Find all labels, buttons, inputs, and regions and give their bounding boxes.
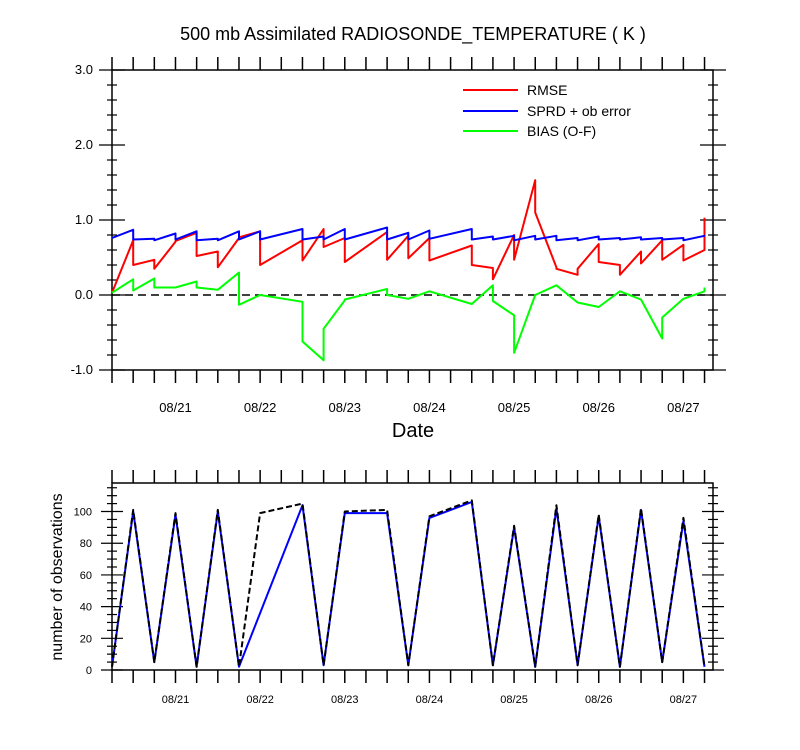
legend-label-bias: BIAS (O-F) — [527, 123, 596, 139]
x-tick-label: 08/23 — [331, 694, 359, 706]
y-tick-label: 40 — [80, 602, 92, 614]
series-line-observations-dashed — [111, 499, 706, 668]
chart-title: 500 mb Assimilated RADIOSONDE_TEMPERATUR… — [180, 24, 646, 45]
x-tick-label: 08/26 — [585, 694, 613, 706]
x-tick-label: 08/27 — [670, 694, 698, 706]
y-tick-label: 20 — [80, 633, 92, 645]
y-tick-label: 60 — [80, 570, 92, 582]
series-line-bias-o-f — [111, 271, 706, 362]
bottom-chart-panel: 08/21 08/22 08/23 08/24 08/25 08/26 08/27 0 20 40… — [74, 470, 724, 706]
x-tick-label: 08/25 — [500, 694, 528, 706]
x-tick-label: 08/21 — [159, 400, 192, 415]
top-chart-panel: 08/21 08/22 08/23 08/24 08/25 08/26 08/27 -1.0 0… — [71, 57, 726, 415]
series-line-sprd-ob-error — [111, 226, 706, 242]
legend-label-sprd: SPRD + ob error — [527, 103, 631, 119]
x-tick-label: 08/26 — [582, 400, 615, 415]
y-tick-label: -1.0 — [71, 362, 93, 377]
y-tick-label: 100 — [74, 507, 92, 519]
y-tick-label: 0.0 — [75, 287, 93, 302]
x-tick-label: 08/22 — [244, 400, 277, 415]
y-tick-label: 2.0 — [75, 137, 93, 152]
x-tick-label: 08/23 — [329, 400, 362, 415]
x-axis-label: Date — [392, 420, 434, 442]
legend: RMSE SPRD + ob error BIAS (O-F) — [463, 82, 631, 139]
x-tick-label: 08/24 — [416, 694, 444, 706]
x-tick-label: 08/27 — [667, 400, 700, 415]
y-axis-label: number of observations — [49, 493, 66, 660]
y-tick-label: 0 — [86, 665, 92, 677]
y-tick-label: 3.0 — [75, 62, 93, 77]
x-tick-label: 08/25 — [498, 400, 531, 415]
y-tick-label: 80 — [80, 538, 92, 550]
x-tick-label: 08/21 — [162, 694, 190, 706]
x-tick-label: 08/22 — [246, 694, 274, 706]
y-tick-label: 1.0 — [75, 212, 93, 227]
x-tick-label: 08/24 — [413, 400, 446, 415]
plot-frame — [111, 482, 714, 671]
legend-label-rmse: RMSE — [527, 82, 567, 98]
